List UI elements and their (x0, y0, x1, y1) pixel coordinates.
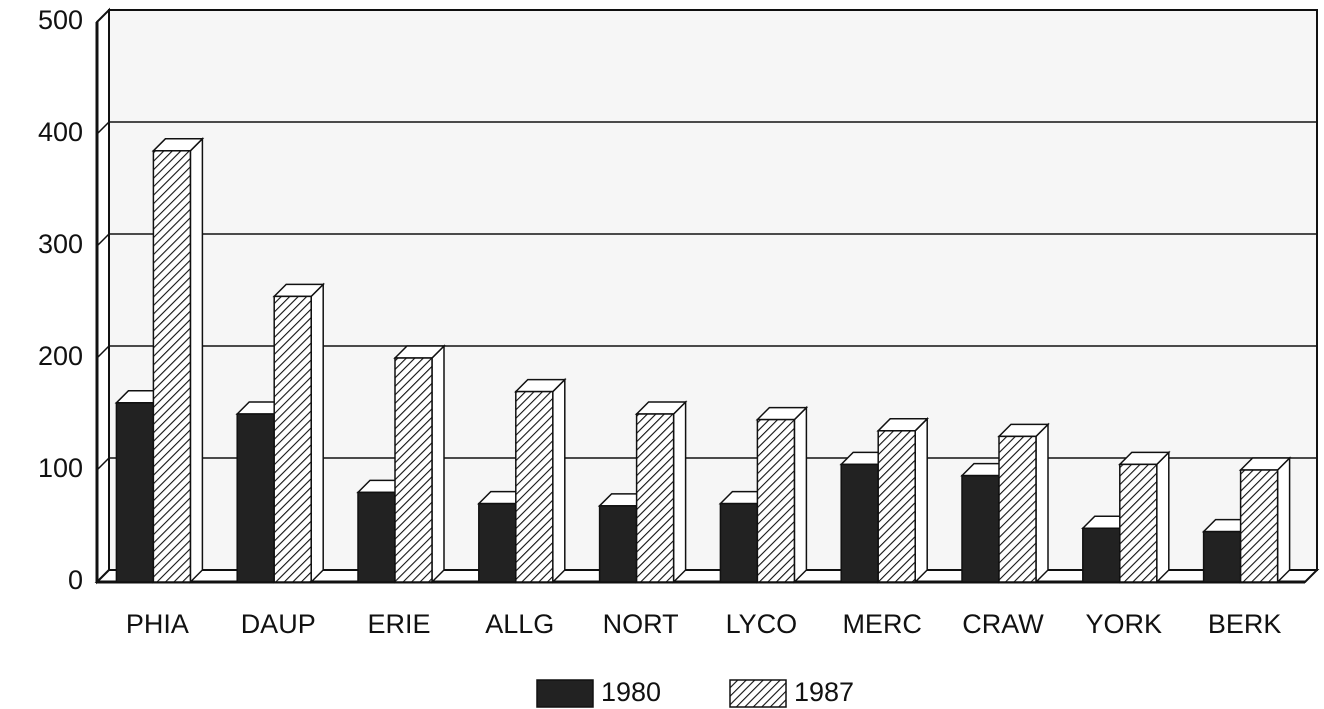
x-tick-label: YORK (1086, 609, 1163, 639)
grid-line (96, 345, 110, 359)
x-tick-label: LYCO (726, 609, 798, 639)
bar-face (635, 413, 675, 583)
bar-face (1156, 450, 1170, 584)
y-tick-label: 300 (38, 229, 83, 259)
bar (997, 422, 1050, 584)
bar-face (115, 402, 155, 583)
bar-face (478, 502, 517, 583)
y-tick-label: 0 (68, 565, 83, 595)
bar-face (793, 405, 808, 584)
bar-face (672, 400, 687, 584)
x-tick-label: MERC (842, 609, 922, 639)
bar (1117, 450, 1171, 584)
grid-line (96, 457, 110, 471)
x-tick-label: PHIA (126, 609, 189, 639)
bar-face (1202, 530, 1242, 583)
bar-face (998, 435, 1037, 583)
y-tick-label: 200 (38, 341, 83, 371)
y-tick-label: 400 (38, 117, 83, 147)
grid-line (96, 233, 110, 247)
bar-face (719, 502, 759, 583)
bar-face (1239, 469, 1279, 583)
bar-face (1276, 456, 1291, 584)
bar-face (189, 136, 204, 584)
bar-face (431, 344, 445, 584)
legend-label: 1980 (601, 677, 661, 707)
bar-face (1082, 527, 1121, 583)
bar-face (914, 416, 928, 584)
bar-face (394, 357, 433, 583)
bar (272, 282, 326, 584)
bar-face (357, 491, 396, 583)
grid-line (96, 121, 110, 135)
bar-face (961, 474, 1000, 583)
legend-label: 1987 (794, 677, 854, 707)
bar-face (552, 377, 566, 584)
bar (634, 400, 688, 584)
x-tick-label: ALLG (485, 609, 554, 639)
x-tick-label: CRAW (962, 609, 1044, 639)
bar (513, 377, 567, 584)
bar-face (598, 505, 638, 583)
y-tick-label: 100 (38, 453, 83, 483)
y-tick-label: 500 (38, 5, 83, 35)
bar-face (273, 295, 312, 583)
bar (755, 405, 809, 584)
bar-face (877, 430, 916, 583)
x-tick-label: NORT (603, 609, 679, 639)
x-tick-label: ERIE (367, 609, 430, 639)
bar (1238, 456, 1292, 584)
bar-face (310, 282, 324, 584)
bar-face (1119, 463, 1158, 583)
bar-face (1035, 422, 1049, 584)
x-tick-label: DAUP (241, 609, 316, 639)
bar-face (756, 418, 796, 583)
bar (876, 416, 930, 584)
legend-swatch (729, 679, 787, 708)
grid-line (96, 9, 110, 23)
bar-face (236, 413, 275, 583)
legend-swatch (536, 679, 594, 708)
bar-face (840, 463, 879, 583)
bar-face (152, 150, 192, 583)
bar (151, 136, 205, 584)
bar-face (515, 390, 554, 583)
x-tick-label: BERK (1208, 609, 1282, 639)
grid-line (96, 569, 110, 583)
side-wall (96, 7, 110, 585)
bar (393, 344, 446, 584)
